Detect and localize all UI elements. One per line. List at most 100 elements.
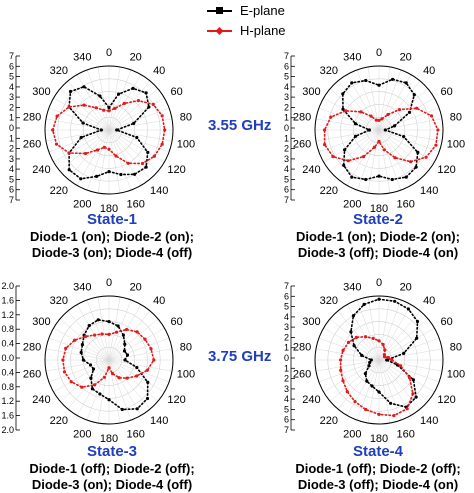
angle-tick-label: 120 [167, 164, 185, 176]
grid-spoke [67, 359, 110, 410]
series-point-h-plane [346, 340, 351, 344]
series-point-e-plane [342, 163, 346, 167]
diode-line: Diode-3 (off); Diode-4 (on) [297, 245, 459, 260]
grid-spoke [378, 359, 391, 424]
grid-spoke [53, 359, 110, 393]
legend-e-marker [216, 7, 223, 14]
radial-tick-label: 3 [284, 384, 289, 394]
series-point-e-plane [123, 342, 127, 346]
angle-tick-label: 60 [170, 86, 182, 98]
caption-state-2: State-2 Diode-1 (on); Diode-2 (on); Diod… [288, 211, 468, 261]
grid-spoke [53, 129, 110, 163]
angle-tick-label: 240 [302, 394, 320, 406]
radial-tick-label: 4 [9, 82, 14, 92]
series-point-h-plane [397, 108, 401, 112]
angle-tick-label: 240 [32, 164, 50, 176]
grid-spoke [59, 318, 110, 361]
grid-spoke [378, 310, 421, 361]
series-point-h-plane [364, 335, 368, 339]
angle-tick-label: 120 [437, 394, 455, 406]
radial-tick-label: 7 [284, 195, 289, 205]
series-point-e-plane [146, 150, 150, 154]
series-point-h-plane [382, 148, 386, 152]
grid-spoke [86, 69, 110, 131]
angle-tick-label: 220 [320, 185, 338, 197]
grid-spoke [108, 107, 170, 131]
series-point-h-plane [62, 370, 67, 374]
angle-tick-label: 120 [437, 164, 455, 176]
polar-chart-2: 0 204060801001201401601802002202402602803… [284, 47, 465, 215]
series-point-h-plane [390, 358, 394, 362]
grid-spoke [108, 66, 121, 131]
radial-tick-label: 2.0 [1, 425, 14, 435]
series-point-h-plane [382, 355, 387, 359]
series-point-e-plane [123, 358, 127, 362]
radial-tick-label: 7 [284, 51, 289, 61]
series-point-h-plane [411, 392, 415, 396]
grid-spoke [108, 118, 173, 131]
radial-tick-label: 0.8 [1, 324, 14, 334]
grid-spoke [86, 129, 110, 191]
radial-tick-label: 1 [284, 133, 289, 143]
diode-line: Diode-3 (on); Diode-4 (off) [31, 245, 193, 260]
series-point-h-plane [346, 159, 350, 163]
series-point-h-plane [372, 145, 376, 149]
series-point-e-plane [125, 353, 130, 357]
grid-spoke [108, 337, 170, 361]
series-point-h-plane [107, 366, 111, 370]
series-point-e-plane [363, 372, 367, 376]
series-point-e-plane [385, 358, 389, 362]
series-point-h-plane [415, 106, 419, 110]
series-point-h-plane [377, 412, 381, 416]
angle-tick-label: 120 [167, 394, 185, 406]
series-point-h-plane [135, 330, 139, 334]
series-point-e-plane [341, 92, 345, 96]
series-point-h-plane [407, 376, 412, 380]
angle-tick-label: 140 [150, 185, 168, 197]
series-point-h-plane [107, 332, 111, 336]
series-point-h-plane [83, 334, 88, 339]
outer-ring [44, 295, 174, 425]
series-point-e-plane [391, 77, 395, 81]
series-point-h-plane [145, 368, 149, 372]
angle-tick-label: 320 [320, 65, 338, 77]
series-point-e-plane [79, 135, 83, 140]
angle-tick-label: 140 [420, 185, 438, 197]
series-point-h-plane [381, 342, 385, 347]
series-point-h-plane [102, 108, 106, 112]
series-point-h-plane [331, 155, 335, 159]
series-point-e-plane [341, 107, 345, 111]
angle-tick-label: 280 [293, 341, 311, 353]
series-point-e-plane [135, 407, 139, 411]
grid-spoke [367, 296, 380, 361]
series-point-h-plane [369, 114, 373, 118]
series-point-h-plane [111, 372, 115, 376]
radial-tick-label: 5 [284, 404, 289, 414]
series-point-e-plane [353, 122, 358, 126]
grid-spoke [337, 129, 380, 180]
angle-tick-label: 340 [73, 282, 91, 294]
grid-spoke [329, 88, 380, 131]
series-point-h-plane [152, 154, 156, 158]
angle-tick-label: 60 [170, 316, 182, 328]
radial-tick-label: 1.2 [1, 310, 14, 320]
angle-tick-label: 60 [440, 86, 452, 98]
frequency-label-upper: 3.55 GHz [208, 117, 272, 134]
series-point-h-plane [405, 407, 409, 411]
series-point-e-plane [119, 172, 123, 177]
grid-spoke [67, 129, 110, 180]
grid-spoke [378, 80, 421, 131]
diode-line: Diode-1 (off); Diode-2 (off); [29, 461, 195, 476]
series-point-e-plane [392, 124, 397, 128]
angle-tick-label: 180 [100, 203, 118, 215]
diode-line: Diode-3 (off); Diode-4 (on) [297, 477, 459, 492]
series-point-h-plane [140, 161, 145, 166]
grid-spoke [318, 129, 380, 153]
radial-tick-label: 2 [284, 374, 289, 384]
series-point-e-plane [80, 343, 84, 347]
series-point-h-plane [100, 332, 104, 336]
angle-tick-label: 40 [153, 65, 165, 77]
series-point-h-plane [383, 348, 387, 352]
series-point-e-plane [362, 302, 366, 306]
series-point-e-plane [67, 168, 71, 172]
